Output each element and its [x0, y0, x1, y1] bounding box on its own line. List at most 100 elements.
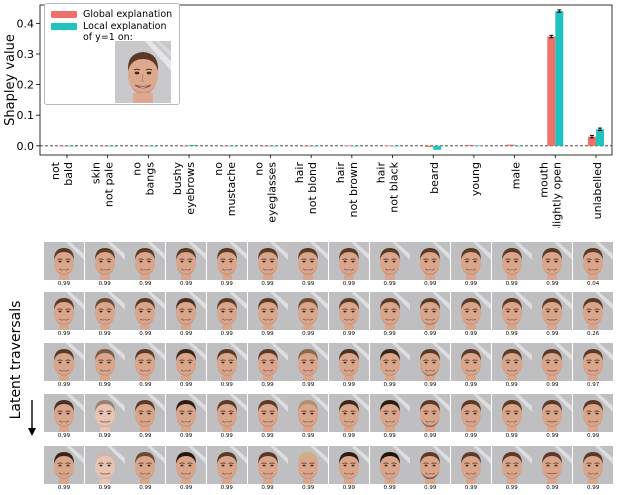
- face-image: [491, 446, 532, 484]
- classifier-score: 0.99: [302, 331, 315, 337]
- traversal-cell: 0.99: [532, 343, 573, 392]
- traversal-cell: 0.99: [166, 394, 207, 443]
- classifier-score: 0.99: [586, 433, 600, 439]
- y-axis-label: Shapley value: [3, 34, 18, 126]
- bar-local: [433, 145, 442, 150]
- traversal-cell: 0.99: [288, 394, 329, 443]
- face-image: [125, 394, 166, 432]
- face-image: [125, 446, 166, 484]
- bar-local: [107, 145, 116, 147]
- traversal-cell: 0.99: [410, 343, 451, 392]
- classifier-score: 0.99: [98, 485, 111, 491]
- bar-local: [473, 145, 482, 147]
- y-tick-label: 0.1: [17, 109, 35, 122]
- x-tick-label: male: [510, 162, 523, 190]
- traversal-cell: 0.99: [288, 446, 329, 495]
- traversal-cell: 0.99: [369, 343, 410, 392]
- face-image: [206, 394, 247, 432]
- traversal-cell: 0.04: [573, 242, 614, 291]
- x-tick-label: eyeglasses: [265, 162, 278, 223]
- bar-global: [506, 144, 515, 146]
- classifier-score: 0.99: [505, 485, 518, 491]
- traversal-cell: 0.99: [491, 446, 532, 495]
- face-image: [206, 292, 247, 330]
- traversal-cell: 0.99: [206, 446, 247, 495]
- classifier-score: 0.99: [220, 485, 233, 491]
- latent-traversals-text: Latent traversals: [8, 300, 24, 420]
- x-tick-label: young: [469, 162, 482, 196]
- face-image: [166, 394, 207, 432]
- traversal-cell: 0.99: [410, 242, 451, 291]
- face-image: [206, 343, 247, 381]
- face-image: [206, 242, 247, 280]
- classifier-score: 0.99: [57, 433, 71, 439]
- face-image: [247, 343, 288, 381]
- classifier-score: 0.99: [505, 433, 518, 439]
- face-image: [84, 394, 125, 432]
- classifier-score: 0.99: [546, 433, 559, 439]
- classifier-score: 0.99: [98, 331, 111, 337]
- traversal-cell: 0.99: [125, 394, 166, 443]
- face-image: [451, 242, 491, 280]
- x-tick-label: hair: [293, 162, 306, 184]
- face-image: [288, 446, 329, 484]
- classifier-score: 0.99: [139, 382, 152, 388]
- classifier-score: 0.99: [261, 382, 274, 388]
- traversal-cell: 0.99: [328, 446, 369, 495]
- traversal-cell: 0.99: [328, 394, 369, 443]
- face-image: [410, 446, 451, 484]
- traversal-cell: 0.99: [288, 292, 329, 341]
- bar-local: [596, 129, 604, 146]
- x-tick-label: mustache: [225, 162, 238, 216]
- classifier-score: 0.99: [220, 433, 233, 439]
- bar-global: [425, 145, 434, 148]
- face-image: [288, 394, 329, 432]
- traversal-cell: 0.99: [491, 343, 532, 392]
- bar-global: [99, 145, 108, 147]
- classifier-score: 0.99: [57, 485, 71, 491]
- bar-global: [547, 36, 556, 146]
- face-image: [125, 242, 166, 280]
- classifier-score: 0.04: [586, 281, 600, 287]
- traversal-cell: 0.99: [288, 343, 329, 392]
- x-tick-label: bushy: [171, 162, 184, 196]
- x-tick-label: no: [212, 162, 225, 176]
- y-tick-label: 0.2: [17, 79, 35, 92]
- bar-local: [311, 145, 320, 147]
- bar-global: [59, 145, 67, 147]
- classifier-score: 0.99: [546, 485, 559, 491]
- face-image: [573, 446, 614, 484]
- classifier-score: 0.99: [342, 382, 356, 388]
- traversal-cell: 0.99: [491, 394, 532, 443]
- bar-global: [262, 145, 271, 147]
- x-tick-label: no: [252, 162, 265, 176]
- bar-global: [303, 145, 312, 147]
- traversal-cell: 0.99: [247, 446, 288, 495]
- x-tick-label: bangs: [143, 162, 156, 196]
- classifier-score: 0.99: [179, 382, 193, 388]
- classifier-score: 0.99: [505, 382, 518, 388]
- classifier-score: 0.99: [98, 281, 111, 287]
- classifier-score: 0.99: [546, 281, 559, 287]
- traversal-cell: 0.99: [206, 394, 247, 443]
- classifier-score: 0.97: [586, 382, 600, 388]
- face-image: [328, 446, 369, 484]
- bar-global: [465, 144, 474, 146]
- bar-global: [343, 145, 352, 147]
- traversal-cell: 0.99: [125, 292, 166, 341]
- classifier-score: 0.99: [261, 281, 274, 287]
- traversal-cell: 0.99: [247, 343, 288, 392]
- classifier-score: 0.99: [261, 485, 274, 491]
- face-image: [288, 242, 329, 280]
- classifier-score: 0.99: [261, 331, 274, 337]
- x-tick-label: hair: [375, 162, 388, 184]
- face-image: [288, 292, 329, 330]
- traversal-cell: 0.99: [532, 446, 573, 495]
- face-image: [573, 242, 614, 280]
- face-image: [451, 343, 491, 381]
- x-tick-label: beard: [428, 162, 441, 194]
- traversal-cell: 0.99: [166, 242, 207, 291]
- classifier-score: 0.99: [383, 331, 396, 337]
- face-image: [369, 394, 410, 432]
- classifier-score: 0.99: [424, 433, 437, 439]
